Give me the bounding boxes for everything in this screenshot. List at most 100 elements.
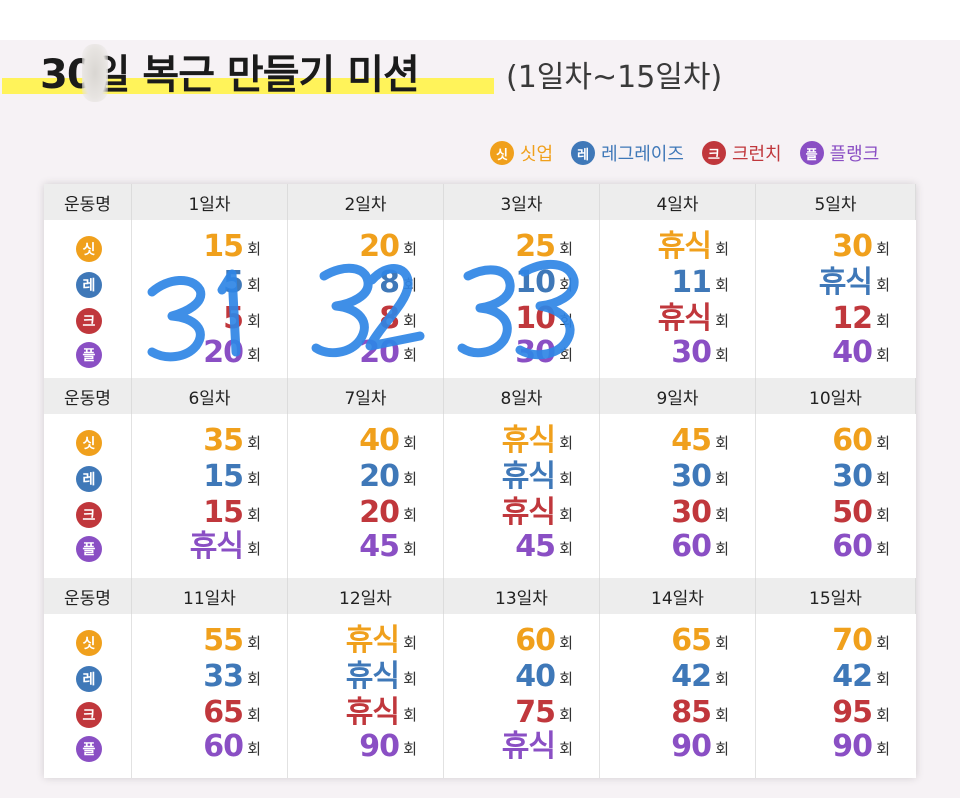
rep-count: 20 [359, 229, 400, 264]
rep-count: 15 [203, 459, 244, 494]
day-cell: 35 회 15 회 15 회 휴식 회 [132, 414, 288, 578]
rep-count: 11 [671, 265, 712, 300]
legend-badge-icon: 크 [701, 141, 726, 165]
rep-unit: 회 [715, 634, 729, 652]
header-exercise-label: 운동명 [44, 378, 132, 414]
day-cell: 휴식 회 휴식 회 휴식 회 45 회 [444, 414, 600, 578]
rep-count: 42 [671, 659, 712, 694]
legend-item: 싯 싯업 [490, 140, 553, 166]
rep-unit: 회 [247, 634, 261, 652]
legend-label: 플랭크 [829, 144, 880, 165]
page-subtitle: (1일차~15일차) [506, 60, 723, 95]
rep-unit: 회 [247, 540, 261, 558]
header-day: 4일차 [600, 184, 756, 220]
day-cell: 20 회 8 회 8 회 20 회 [288, 220, 444, 378]
rep-unit: 회 [559, 506, 573, 524]
rep-count: 42 [832, 659, 873, 694]
legend-label: 싯업 [520, 144, 554, 165]
rep-count: 휴식 [501, 729, 556, 764]
header-day: 11일차 [132, 578, 288, 614]
exercise-badge-icon: 크 [76, 502, 102, 528]
rep-unit: 회 [715, 312, 729, 330]
rep-count: 25 [515, 229, 556, 264]
rep-unit: 회 [876, 706, 890, 724]
rep-unit: 회 [559, 276, 573, 294]
rep-unit: 회 [715, 346, 729, 364]
rep-count: 40 [832, 335, 873, 370]
rep-count: 30 [832, 459, 873, 494]
rep-unit: 회 [876, 346, 890, 364]
table-header-row: 운동명 1일차 2일차 3일차 4일차 5일차 [44, 184, 916, 220]
exercise-badge-icon: 플 [76, 536, 102, 562]
rep-unit: 회 [559, 706, 573, 724]
rep-unit: 회 [403, 506, 417, 524]
day-cell: 60 회 40 회 75 회 휴식 회 [444, 614, 600, 778]
rep-count: 45 [359, 529, 400, 564]
rep-count: 휴식 [345, 623, 400, 658]
rep-count: 30 [671, 459, 712, 494]
rep-count: 휴식 [189, 529, 244, 564]
rep-count: 65 [203, 695, 244, 730]
rep-count: 20 [359, 335, 400, 370]
rep-unit: 회 [559, 740, 573, 758]
rep-unit: 회 [559, 240, 573, 258]
rep-count: 40 [359, 423, 400, 458]
rep-count: 45 [515, 529, 556, 564]
header-day: 2일차 [288, 184, 444, 220]
rep-count: 휴식 [501, 423, 556, 458]
legend-label: 크런치 [731, 144, 782, 165]
rep-count: 15 [203, 229, 244, 264]
rep-unit: 회 [559, 470, 573, 488]
legend-badge-icon: 레 [571, 141, 596, 165]
rep-unit: 회 [876, 276, 890, 294]
title-highlight [2, 78, 494, 94]
rep-count: 8 [379, 265, 400, 300]
rep-count: 33 [203, 659, 244, 694]
rep-unit: 회 [247, 434, 261, 452]
header-day: 6일차 [132, 378, 288, 414]
rep-count: 65 [671, 623, 712, 658]
rep-count: 12 [832, 301, 873, 336]
rep-unit: 회 [403, 312, 417, 330]
rep-count: 35 [203, 423, 244, 458]
rep-count: 60 [832, 529, 873, 564]
rep-unit: 회 [715, 506, 729, 524]
legend-item: 레 레그레이즈 [571, 140, 684, 166]
rep-unit: 회 [876, 670, 890, 688]
rep-count: 60 [515, 623, 556, 658]
exercise-badge-icon: 레 [76, 272, 102, 298]
exercise-badge-icon: 레 [76, 666, 102, 692]
header-day: 8일차 [444, 378, 600, 414]
rep-count: 30 [671, 335, 712, 370]
day-cell: 15 회 5 회 5 회 20 회 [132, 220, 288, 378]
rep-unit: 회 [247, 346, 261, 364]
rep-unit: 회 [559, 540, 573, 558]
rep-unit: 회 [715, 540, 729, 558]
exercise-badge-icon: 크 [76, 308, 102, 334]
rep-count: 15 [203, 495, 244, 530]
rep-unit: 회 [715, 706, 729, 724]
table-header-row: 운동명 6일차 7일차 8일차 9일차 10일차 [44, 378, 916, 414]
rep-count: 85 [671, 695, 712, 730]
rep-unit: 회 [559, 634, 573, 652]
rep-count: 60 [203, 729, 244, 764]
legend-item: 크 크런치 [701, 140, 782, 166]
rep-unit: 회 [403, 346, 417, 364]
header-exercise-label: 운동명 [44, 184, 132, 220]
day-cell: 휴식 회 11 회 휴식 회 30 회 [600, 220, 756, 378]
rep-unit: 회 [403, 276, 417, 294]
rep-count: 60 [832, 423, 873, 458]
exercise-badge-icon: 크 [76, 702, 102, 728]
rep-count: 75 [515, 695, 556, 730]
table-header-row: 운동명 11일차 12일차 13일차 14일차 15일차 [44, 578, 916, 614]
day-cell: 40 회 20 회 20 회 45 회 [288, 414, 444, 578]
rep-count: 10 [515, 301, 556, 336]
rep-count: 20 [359, 495, 400, 530]
day-cell: 25 회 10 회 10 회 30 회 [444, 220, 600, 378]
header-day: 3일차 [444, 184, 600, 220]
exercise-badge-icon: 레 [76, 466, 102, 492]
rep-unit: 회 [403, 434, 417, 452]
rep-unit: 회 [403, 670, 417, 688]
rep-count: 90 [671, 729, 712, 764]
